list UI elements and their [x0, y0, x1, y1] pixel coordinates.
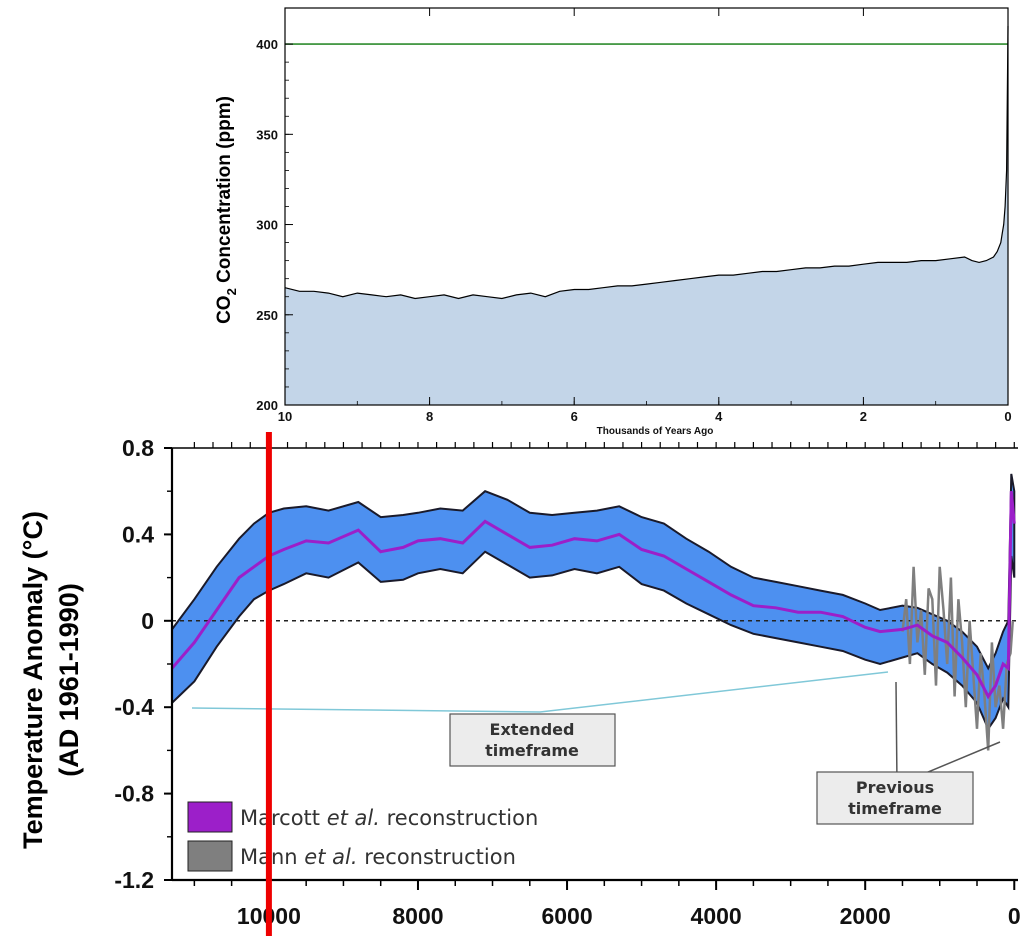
- callout-extended-line2: timeframe: [485, 741, 579, 760]
- co2-x-tick-label: 0: [1004, 409, 1011, 424]
- temp-x-tick-label: 8000: [392, 903, 443, 929]
- temp-y-tick-label: -1.2: [114, 867, 154, 893]
- co2-y-tick-label: 300: [256, 218, 278, 233]
- marcott-uncertainty-band: [171, 473, 1016, 731]
- callout-extended-line1: Extended: [490, 720, 575, 739]
- legend-label-mann: Mann et al. reconstruction: [240, 845, 516, 869]
- callout-previous: Previous timeframe: [816, 771, 974, 825]
- co2-y-axis-label: CO2 Concentration (ppm): [214, 96, 239, 324]
- co2-y-axis-label-main: CO: [214, 295, 235, 324]
- co2-y-tick-label: 350: [256, 127, 278, 142]
- co2-area: [285, 26, 1008, 405]
- temp-x-tick-label: 0: [1008, 903, 1021, 929]
- callout-previous-line2: timeframe: [848, 799, 942, 818]
- co2-x-tick-label: 4: [715, 409, 723, 424]
- legend-marcott-main: Marcott: [240, 806, 327, 830]
- legend-swatch-mann: [187, 840, 233, 872]
- co2-y-tick-label: 200: [256, 398, 278, 413]
- legend-mann-main: Mann: [240, 845, 304, 869]
- callout-extended: Extended timeframe: [449, 713, 616, 767]
- legend-mann-rest: reconstruction: [358, 845, 516, 869]
- temp-y-axis-label: Temperature Anomaly (°C): [18, 511, 48, 849]
- legend-label-marcott: Marcott et al. reconstruction: [240, 806, 538, 830]
- temp-y-tick-label: 0: [141, 608, 154, 634]
- co2-x-tick-label: 10: [278, 409, 292, 424]
- co2-x-tick-label: 6: [571, 409, 578, 424]
- temp-x-tick-label: 4000: [691, 903, 742, 929]
- marcott-series-line: [170, 491, 1016, 700]
- legend-swatch-marcott: [187, 801, 233, 833]
- callout-previous-line1: Previous: [856, 778, 934, 797]
- co2-y-tick-label: 400: [256, 37, 278, 52]
- co2-y-axis-label-rest: Concentration (ppm): [214, 96, 235, 288]
- co2-y-tick-label: 250: [256, 308, 278, 323]
- temp-y-tick-label: -0.4: [114, 694, 154, 720]
- co2-x-tick-label: 2: [860, 409, 867, 424]
- extended-guide-line: [191, 671, 889, 713]
- temp-y-tick-label: -0.8: [114, 781, 154, 807]
- temp-x-tick-label: 2000: [840, 903, 891, 929]
- legend-mann-em: et al.: [304, 845, 357, 869]
- co2-x-axis-label: Thousands of Years Ago: [597, 426, 714, 437]
- co2-series-line: [284, 25, 1009, 300]
- temperature-chart: 10000800060004000200000.80.40-0.4-0.8-1.…: [18, 435, 1021, 929]
- temp-y-tick-label: 0.4: [122, 521, 154, 547]
- temp-x-tick-label: 6000: [541, 903, 592, 929]
- legend: Marcott et al. reconstruction Mann et al…: [187, 801, 538, 872]
- legend-marcott-em: et al.: [327, 806, 380, 830]
- temp-y-axis-label-base: (AD 1961-1990): [54, 583, 84, 777]
- legend-marcott-rest: reconstruction: [380, 806, 538, 830]
- co2-y-axis-label-subscript: 2: [224, 288, 239, 295]
- temp-y-tick-label: 0.8: [122, 435, 154, 461]
- co2-x-tick-label: 8: [426, 409, 433, 424]
- mann-series-line: [901, 566, 1015, 751]
